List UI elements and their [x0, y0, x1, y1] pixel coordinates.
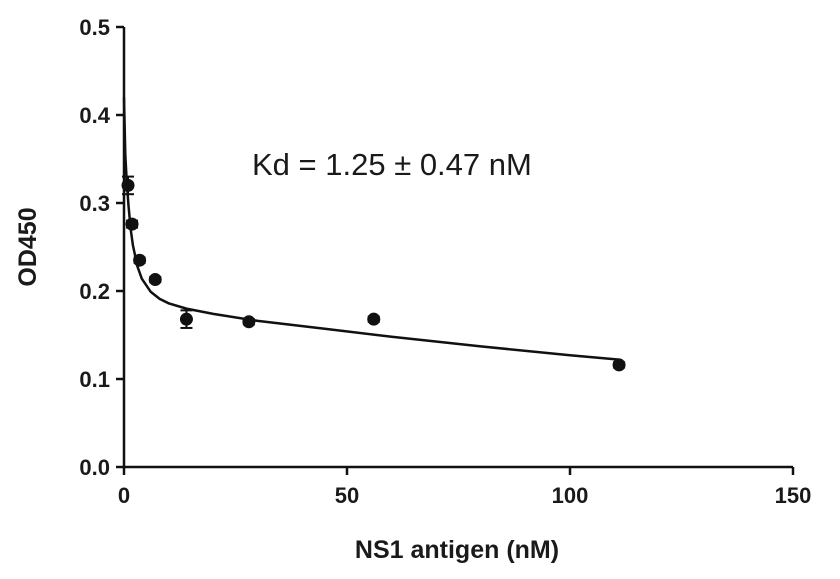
data-point	[133, 253, 147, 267]
y-tick-label: 0.2	[79, 279, 110, 304]
kd-annotation: Kd = 1.25 ± 0.47 nM	[252, 147, 532, 182]
fit-curve-group	[122, 97, 620, 361]
x-tick-label: 100	[552, 483, 589, 508]
data-points-group	[121, 175, 626, 372]
data-point	[367, 312, 381, 326]
y-tick-label: 0.5	[79, 15, 110, 40]
data-point	[125, 217, 139, 231]
y-tick-label: 0.3	[79, 191, 110, 216]
data-point	[612, 358, 626, 372]
y-tick-label: 0.1	[79, 367, 110, 392]
y-tick-label: 0.4	[79, 103, 110, 128]
axes: 0.0 0.1 0.2 0.3 0.4 0.5 0 50 100 150	[79, 15, 811, 508]
data-point	[121, 178, 135, 192]
x-tick-label: 0	[118, 483, 130, 508]
data-point	[148, 273, 162, 287]
y-tick-label: 0.0	[79, 455, 110, 480]
x-tick-label: 50	[335, 483, 359, 508]
x-tick-label: 150	[775, 483, 812, 508]
data-point	[242, 315, 256, 329]
data-point	[179, 312, 193, 326]
x-axis-title: NS1 antigen (nM)	[355, 536, 559, 564]
fit-curve	[122, 97, 620, 361]
y-axis-title: OD450	[14, 207, 42, 286]
